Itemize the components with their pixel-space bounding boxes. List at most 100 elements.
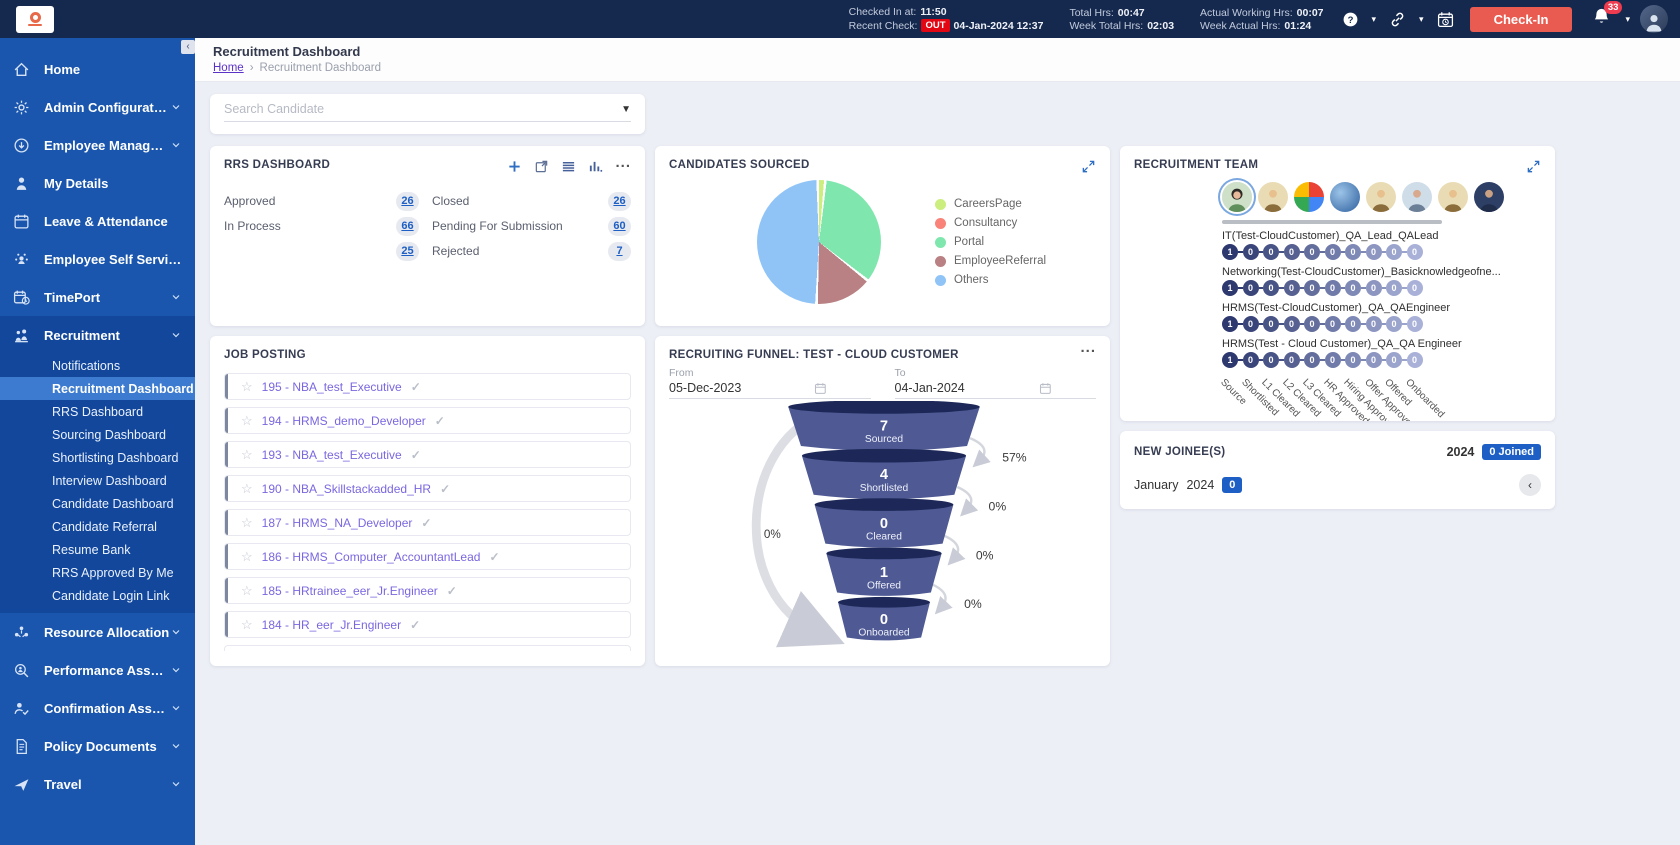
- expand-icon[interactable]: [1081, 159, 1096, 174]
- search-candidate-dropdown[interactable]: Search Candidate ▼: [224, 102, 631, 122]
- breadcrumb-home-link[interactable]: Home: [213, 62, 244, 74]
- stage-count-bubble[interactable]: 0: [1407, 244, 1423, 260]
- stage-count-bubble[interactable]: 0: [1386, 280, 1402, 296]
- sidebar-item-admin-configuration[interactable]: Admin Configuration: [0, 88, 195, 126]
- open-in-new-icon[interactable]: [534, 159, 549, 174]
- search-input[interactable]: Search Candidate: [224, 102, 621, 116]
- stage-count-bubble[interactable]: 0: [1284, 244, 1300, 260]
- app-logo[interactable]: [16, 6, 54, 33]
- calendar-icon[interactable]: [995, 382, 1096, 395]
- sidebar-collapse-button[interactable]: ‹: [181, 40, 195, 54]
- star-icon[interactable]: ☆: [241, 549, 253, 565]
- user-avatar[interactable]: [1640, 5, 1668, 33]
- stage-count-bubble[interactable]: 0: [1386, 316, 1402, 332]
- job-posting-item[interactable]: ☆185 - HRtrainee_eer_Jr.Engineer✓: [224, 577, 631, 604]
- sidebar-item-resource-allocation[interactable]: Resource Allocation: [0, 613, 195, 651]
- to-date-input[interactable]: 04-Jan-2024: [895, 379, 1097, 399]
- team-member-avatar-man[interactable]: [1366, 182, 1396, 212]
- stage-count-bubble[interactable]: 0: [1325, 316, 1341, 332]
- sidebar-item-rrs-dashboard[interactable]: RRS Dashboard: [0, 400, 195, 423]
- stage-count-bubble[interactable]: 1: [1222, 244, 1238, 260]
- add-icon[interactable]: [507, 159, 522, 174]
- job-posting-item[interactable]: ☆194 - HRMS_demo_Developer✓: [224, 407, 631, 434]
- stage-count-bubble[interactable]: 0: [1345, 280, 1361, 296]
- stage-count-bubble[interactable]: 0: [1263, 280, 1279, 296]
- stage-count-bubble[interactable]: 0: [1243, 352, 1259, 368]
- star-icon[interactable]: ☆: [241, 447, 253, 463]
- notifications-bell[interactable]: 33: [1592, 7, 1611, 31]
- more-options-icon[interactable]: ...: [615, 160, 631, 166]
- sidebar-item-candidate-login-link[interactable]: Candidate Login Link: [0, 584, 195, 607]
- chevron-left-icon[interactable]: ‹: [1519, 474, 1541, 496]
- sidebar-item-my-details[interactable]: My Details: [0, 164, 195, 202]
- rrs-stat-value-link[interactable]: 26: [396, 192, 419, 211]
- job-posting-link[interactable]: 193 - NBA_test_Executive: [262, 448, 402, 462]
- candidates-sourced-pie-chart[interactable]: [757, 180, 881, 304]
- more-options-icon[interactable]: ...: [1080, 345, 1096, 351]
- stage-count-bubble[interactable]: 0: [1304, 316, 1320, 332]
- team-member-avatar-man-photo[interactable]: [1402, 182, 1432, 212]
- job-posting-item[interactable]: ☆193 - NBA_test_Executive✓: [224, 441, 631, 468]
- chevron-down-icon[interactable]: ▾: [1419, 14, 1424, 25]
- team-member-avatar-woman[interactable]: [1222, 182, 1252, 212]
- stage-count-bubble[interactable]: 0: [1263, 316, 1279, 332]
- chart-view-icon[interactable]: [588, 159, 603, 174]
- stage-count-bubble[interactable]: 0: [1386, 244, 1402, 260]
- stage-count-bubble[interactable]: 0: [1407, 280, 1423, 296]
- check-in-button[interactable]: Check-In: [1470, 7, 1573, 32]
- chevron-down-icon[interactable]: ▾: [1625, 14, 1630, 25]
- stage-count-bubble[interactable]: 0: [1366, 352, 1382, 368]
- stage-count-bubble[interactable]: 0: [1243, 316, 1259, 332]
- list-view-icon[interactable]: [561, 159, 576, 174]
- rrs-stat-value-link[interactable]: 60: [608, 217, 631, 236]
- sidebar-item-recruitment-dashboard[interactable]: Recruitment Dashboard: [0, 377, 195, 400]
- star-icon[interactable]: ☆: [241, 515, 253, 531]
- stage-count-bubble[interactable]: 0: [1325, 244, 1341, 260]
- stage-count-bubble[interactable]: 1: [1222, 316, 1238, 332]
- sidebar-item-travel[interactable]: Travel: [0, 765, 195, 803]
- rrs-stat-value-link[interactable]: 66: [396, 217, 419, 236]
- stage-count-bubble[interactable]: 0: [1284, 280, 1300, 296]
- sidebar-item-sourcing-dashboard[interactable]: Sourcing Dashboard: [0, 423, 195, 446]
- stage-count-bubble[interactable]: 0: [1284, 352, 1300, 368]
- sidebar-item-resume-bank[interactable]: Resume Bank: [0, 538, 195, 561]
- stage-count-bubble[interactable]: 0: [1345, 352, 1361, 368]
- job-posting-item[interactable]: ☆190 - NBA_Skillstackadded_HR✓: [224, 475, 631, 502]
- star-icon[interactable]: ☆: [241, 617, 253, 633]
- sidebar-item-shortlisting-dashboard[interactable]: Shortlisting Dashboard: [0, 446, 195, 469]
- team-member-avatar-pinwheel[interactable]: [1294, 182, 1324, 212]
- sidebar-item-timeport[interactable]: TimePort: [0, 278, 195, 316]
- expand-icon[interactable]: [1526, 159, 1541, 174]
- sidebar-item-performance-assessment[interactable]: Performance Assessment: [0, 651, 195, 689]
- stage-count-bubble[interactable]: 0: [1243, 280, 1259, 296]
- job-posting-link[interactable]: 187 - HRMS_NA_Developer: [262, 516, 413, 530]
- stage-count-bubble[interactable]: 0: [1366, 316, 1382, 332]
- chevron-down-icon[interactable]: ▾: [1372, 14, 1377, 25]
- sidebar-item-notifications[interactable]: Notifications: [0, 354, 195, 377]
- job-posting-link[interactable]: 195 - NBA_test_Executive: [262, 380, 402, 394]
- stage-count-bubble[interactable]: 0: [1325, 352, 1341, 368]
- team-member-avatar-man-dark[interactable]: [1474, 182, 1504, 212]
- stage-count-bubble[interactable]: 0: [1263, 352, 1279, 368]
- stage-count-bubble[interactable]: 0: [1304, 352, 1320, 368]
- stage-count-bubble[interactable]: 0: [1243, 244, 1259, 260]
- star-icon[interactable]: ☆: [241, 379, 253, 395]
- chevron-down-icon[interactable]: ▼: [621, 104, 631, 115]
- from-date-input[interactable]: 05-Dec-2023: [669, 379, 871, 399]
- job-posting-link[interactable]: 186 - HRMS_Computer_AccountantLead: [262, 550, 481, 564]
- job-posting-link[interactable]: 194 - HRMS_demo_Developer: [262, 414, 426, 428]
- stage-count-bubble[interactable]: 0: [1263, 244, 1279, 260]
- job-posting-link[interactable]: 185 - HRtrainee_eer_Jr.Engineer: [262, 584, 438, 598]
- stage-count-bubble[interactable]: 0: [1284, 316, 1300, 332]
- stage-count-bubble[interactable]: 0: [1366, 280, 1382, 296]
- sidebar-item-candidate-dashboard[interactable]: Candidate Dashboard: [0, 492, 195, 515]
- job-posting-item[interactable]: ☆184 - HR_eer_Jr.Engineer✓: [224, 611, 631, 638]
- sidebar-item-policy-documents[interactable]: Policy Documents: [0, 727, 195, 765]
- stage-count-bubble[interactable]: 0: [1407, 352, 1423, 368]
- stage-count-bubble[interactable]: 0: [1345, 316, 1361, 332]
- sidebar-item-confirmation-assessment[interactable]: Confirmation Assessment: [0, 689, 195, 727]
- job-posting-item[interactable]: ☆195 - NBA_test_Executive✓: [224, 373, 631, 400]
- job-posting-link[interactable]: 190 - NBA_Skillstackadded_HR: [262, 482, 431, 496]
- calendar-icon[interactable]: [770, 382, 871, 395]
- link-icon[interactable]: [1389, 11, 1406, 28]
